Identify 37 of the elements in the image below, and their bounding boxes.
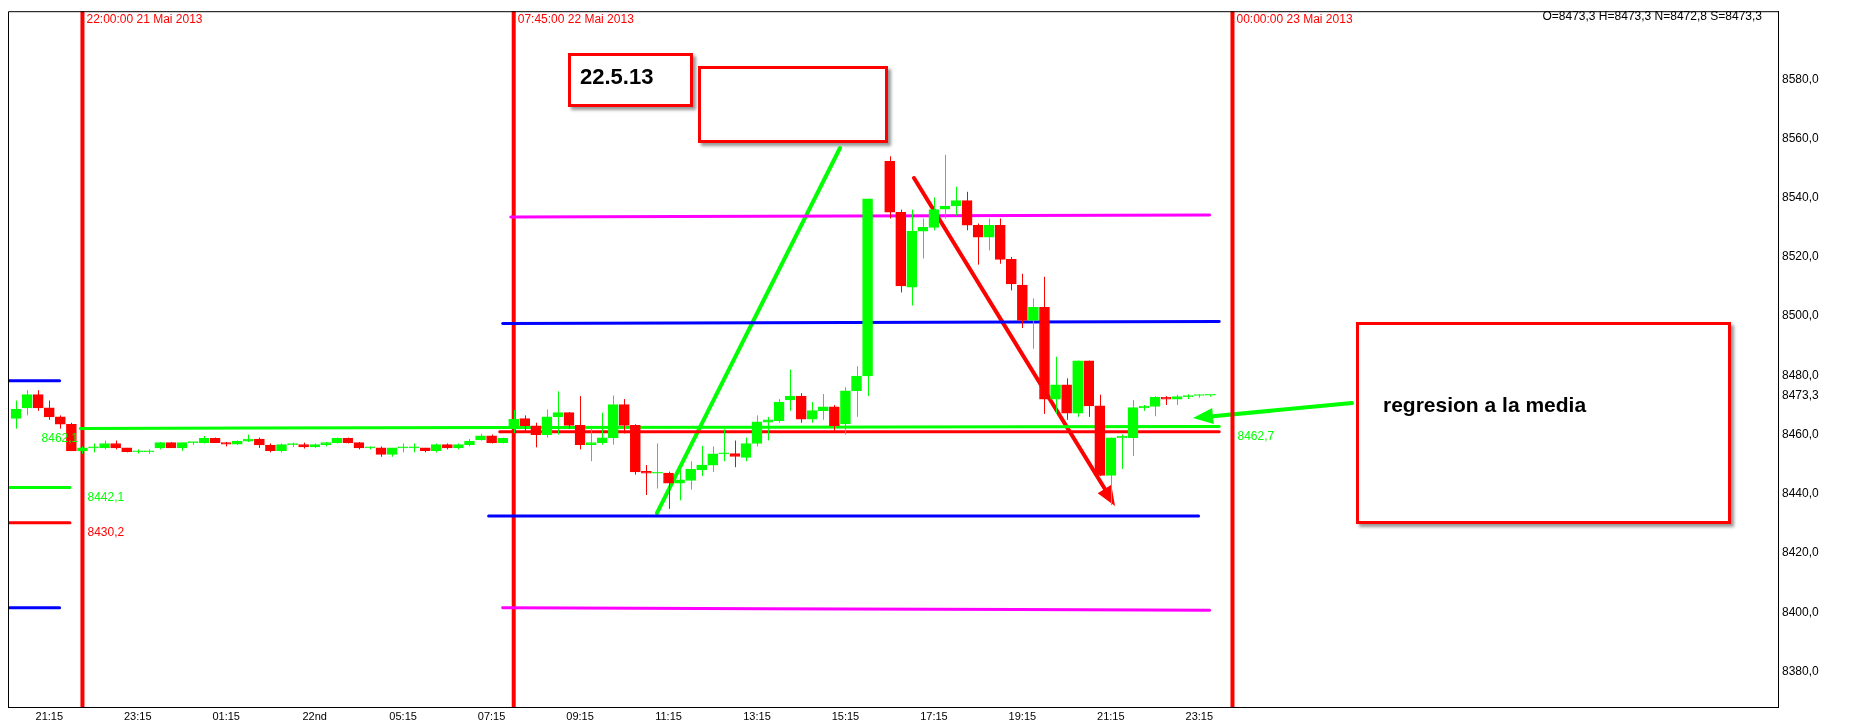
x-tick-label: 23:15 [123, 709, 152, 722]
ref-line-label: 22:00:00 21 Mai 2013 [86, 11, 203, 26]
y-tick-label: 8420,0 [1782, 545, 1820, 560]
annotation: 8462,7 [1237, 428, 1275, 443]
x-tick-label: 21:15 [35, 709, 64, 722]
y-tick-label: 8380,0 [1782, 663, 1820, 678]
y-tick-label: 8540,0 [1782, 190, 1820, 205]
annotation: 8442,1 [87, 489, 125, 504]
y-tick-label: 8400,0 [1782, 604, 1820, 619]
y-tick-label: 8460,0 [1782, 426, 1820, 441]
y-tick-label: 8560,0 [1782, 130, 1820, 145]
x-tick-label: 07:15 [477, 709, 506, 722]
x-tick-label: 13:15 [743, 709, 771, 722]
y-tick-label: 8473,3 [1782, 387, 1820, 402]
x-tick-label: 21:15 [1097, 709, 1125, 722]
x-tick-label: 15:15 [831, 709, 860, 722]
x-tick-label: 05:15 [389, 709, 417, 722]
y-tick-label: 8520,0 [1782, 249, 1820, 264]
x-tick-label: 22nd [302, 709, 327, 722]
annotation: 8430,2 [87, 525, 125, 540]
annotation: 22.5.13 [580, 64, 654, 90]
y-tick-label: 8440,0 [1782, 486, 1820, 501]
label-box: regresion a la media [1356, 322, 1731, 524]
annotation: O=8473,3 H=8473,3 N=8472,8 S=8473,3 [1542, 9, 1762, 23]
ref-line-label: 07:45:00 22 Mai 2013 [517, 11, 635, 26]
y-tick-label: 8580,0 [1782, 71, 1820, 86]
x-tick-label: 23:15 [1185, 709, 1214, 722]
x-tick-label: 09:15 [566, 709, 594, 722]
x-tick-label: 11:15 [655, 709, 682, 722]
x-tick-label: 19:15 [1008, 709, 1037, 722]
x-tick-label: 17:15 [920, 709, 948, 722]
y-tick-label: 8500,0 [1782, 308, 1820, 323]
y-tick-label: 8480,0 [1782, 367, 1820, 382]
annotation: regresion a la media [1383, 393, 1587, 417]
ref-line-label: 00:00:00 23 Mai 2013 [1236, 11, 1353, 26]
label-box: 22.5.13 [568, 53, 693, 107]
x-tick-label: 01:15 [212, 709, 240, 722]
